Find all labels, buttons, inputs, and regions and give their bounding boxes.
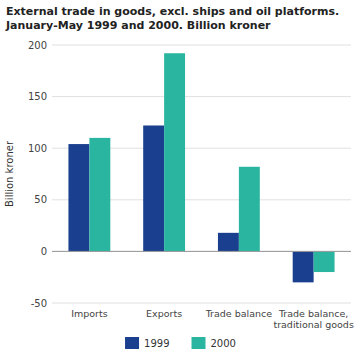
y-tick-label: 150	[28, 91, 47, 102]
bar	[89, 138, 110, 252]
grid-line	[52, 251, 351, 252]
bar	[314, 251, 335, 272]
x-tick-line: traditional goods	[273, 319, 353, 330]
x-tick-line: Imports	[71, 308, 108, 319]
bar	[143, 125, 164, 251]
legend-swatch	[125, 337, 139, 349]
y-tick-label: 100	[28, 143, 47, 154]
bars	[68, 53, 334, 282]
x-tick-line: Trade balance,	[278, 308, 348, 319]
bar	[239, 167, 260, 252]
title-line: External trade in goods, excl. ships and…	[6, 5, 339, 18]
y-tick-label: 50	[34, 194, 47, 205]
legend-label: 1999	[144, 338, 169, 349]
y-tick-label: 200	[28, 40, 47, 51]
title-line: January-May 1999 and 2000. Billion krone…	[5, 19, 271, 32]
chart: External trade in goods, excl. ships and…	[0, 0, 361, 361]
x-tick-line: Exports	[146, 308, 182, 319]
x-tick-label: Imports	[71, 308, 108, 319]
legend-item: 1999	[125, 337, 169, 349]
x-tick-line: Trade balance	[205, 308, 273, 319]
x-tick-label: Trade balance	[205, 308, 273, 319]
chart-container: External trade in goods, excl. ships and…	[0, 0, 361, 361]
x-tick-label: Trade balance,traditional goods	[273, 308, 353, 330]
grid-line	[52, 45, 351, 46]
bar	[218, 233, 239, 252]
y-tick-label: -50	[31, 298, 47, 309]
grid-line	[52, 96, 351, 97]
bar	[293, 251, 314, 282]
zero-line	[52, 251, 351, 252]
grid-line	[52, 303, 351, 304]
legend-item: 2000	[192, 337, 236, 349]
x-tick-label: Exports	[146, 308, 182, 319]
y-tick-label: 0	[41, 246, 47, 257]
y-axis-label: Billion kroner	[4, 140, 15, 207]
bar	[68, 144, 89, 251]
legend: 1999 2000	[125, 337, 236, 349]
grid	[52, 45, 351, 303]
bar	[164, 53, 185, 251]
legend-swatch	[192, 337, 206, 349]
legend-label: 2000	[211, 338, 236, 349]
title: External trade in goods, excl. ships and…	[5, 5, 339, 32]
